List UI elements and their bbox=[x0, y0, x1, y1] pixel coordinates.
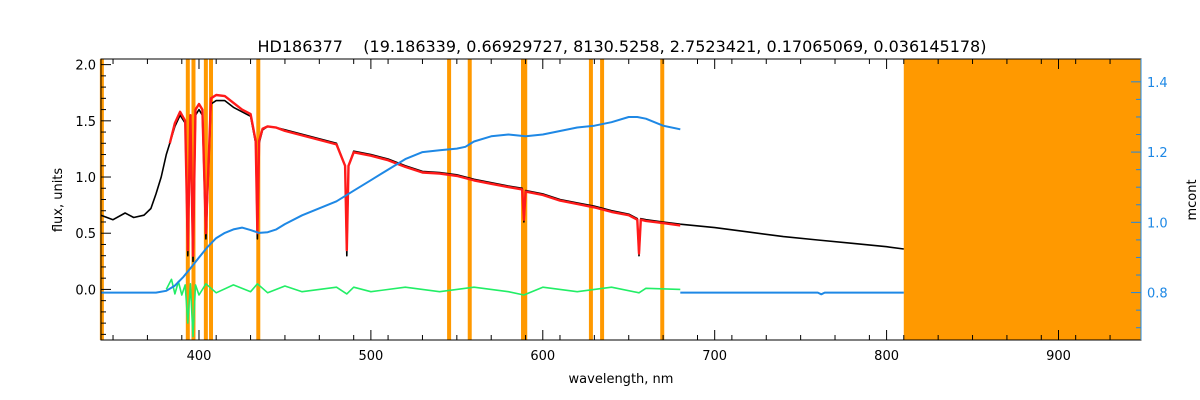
y-right-tick-label: 0.8 bbox=[1147, 287, 1168, 302]
series-model bbox=[168, 93, 681, 257]
x-tick-label: 400 bbox=[187, 349, 212, 364]
masked-region bbox=[903, 59, 1141, 340]
y-right-axis-title: mcont bbox=[1185, 179, 1200, 220]
y-right-tick-label: 1.0 bbox=[1147, 216, 1168, 231]
y-tick-label: 0.0 bbox=[75, 283, 96, 298]
x-axis-title: wavelength, nm bbox=[569, 372, 674, 387]
y-tick-label: 1.5 bbox=[75, 115, 96, 130]
series-residual bbox=[165, 278, 681, 338]
y-right-tick-label: 1.2 bbox=[1147, 146, 1168, 161]
series-continuum bbox=[101, 116, 681, 294]
chart-title: HD186377 (19.186339, 0.66929727, 8130.52… bbox=[258, 37, 987, 56]
x-tick-label: 500 bbox=[358, 349, 383, 364]
x-tick-label: 600 bbox=[530, 349, 555, 364]
y-right-tick-label: 1.4 bbox=[1147, 76, 1168, 91]
x-tick-label: 800 bbox=[874, 349, 899, 364]
y-tick-label: 0.5 bbox=[75, 227, 96, 242]
axis-layer: 400 500 600 700 800 900 0.0 0.5 1.0 1.5 2.0 0.8 1.0 1… bbox=[75, 59, 1167, 364]
y-axis-title: flux, units bbox=[51, 168, 66, 233]
series-observed bbox=[100, 99, 904, 263]
y-tick-label: 1.0 bbox=[75, 171, 96, 186]
series-layer bbox=[100, 93, 904, 338]
y-tick-label: 2.0 bbox=[75, 59, 96, 74]
series-continuum-flat bbox=[680, 291, 904, 296]
x-tick-label: 900 bbox=[1046, 349, 1071, 364]
x-tick-label: 700 bbox=[702, 349, 727, 364]
